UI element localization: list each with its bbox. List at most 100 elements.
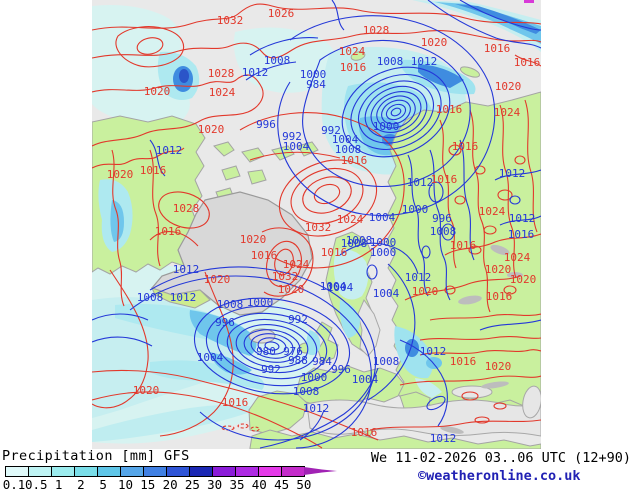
isobar-label: 1016: [341, 154, 368, 167]
legend-title: Precipitation [mm] GFS: [2, 448, 190, 464]
isobar-label: 996: [256, 118, 276, 131]
scale-value: 40: [251, 477, 267, 490]
isobar-label: 1020: [510, 273, 537, 286]
isobar-label: 1020: [421, 36, 448, 49]
isobar-label: 1024: [494, 106, 521, 119]
isobar-label: 1012: [499, 167, 526, 180]
copyright: ©weatheronline.co.uk: [418, 468, 581, 484]
isobar-label: 996: [432, 212, 452, 225]
isobar-label: 1024: [283, 258, 310, 271]
isobar-label: 992: [321, 124, 341, 137]
isobar-label: 1004: [283, 140, 310, 153]
isobar-label: 1000: [402, 203, 429, 216]
isobar-label: 1020: [144, 85, 171, 98]
precipitation-scale: [5, 466, 305, 477]
isobar-label: 1020: [133, 384, 160, 397]
isobar-label: 1004: [369, 211, 396, 224]
scale-value: 5: [99, 477, 107, 490]
isobar-label: 1020: [485, 360, 512, 373]
isobar-label: 976: [283, 345, 303, 358]
isobar-label: 1004: [352, 373, 379, 386]
isobar-label: 1004: [320, 280, 347, 293]
isobar-label: 1016: [452, 140, 479, 153]
scale-value: 45: [274, 477, 290, 490]
isobar-label: 1008: [217, 298, 244, 311]
scale-box: [74, 466, 98, 477]
isobar-label: 992: [282, 130, 302, 143]
scale-box: [212, 466, 236, 477]
isobar-label: 1020: [107, 168, 134, 181]
isobar-label: 1020: [412, 285, 439, 298]
scale-box: [28, 466, 52, 477]
isobar-label: 1020: [485, 263, 512, 276]
isobar-label: 1016: [514, 56, 541, 69]
isobar-label: 996: [215, 316, 235, 329]
isobar-label: 1020: [240, 233, 267, 246]
isobar-label: 980: [256, 345, 276, 358]
isobar-label: 1008: [137, 291, 164, 304]
isobar-label: 1026: [268, 7, 295, 20]
edge-artifact: [524, 0, 534, 3]
red-isobars: [92, 3, 541, 449]
isobar-label: 1024: [337, 213, 364, 226]
isobar-label: 1016: [484, 42, 511, 55]
scale-value: 2: [77, 477, 85, 490]
isobar-label: 1012: [411, 55, 438, 68]
isobar-label: 1028: [208, 67, 235, 80]
scale-value: 15: [140, 477, 156, 490]
scale-box: [258, 466, 282, 477]
isobar-label: 1004: [332, 133, 359, 146]
isobar-label: 1004: [197, 351, 224, 364]
scale-box: [5, 466, 29, 477]
scale-box: [51, 466, 75, 477]
scale-value: 50: [296, 477, 312, 490]
isobar-label: 1016: [450, 239, 477, 252]
scale-box: [281, 466, 305, 477]
isobar-label: 1016: [340, 61, 367, 74]
isobar-label: 1008: [430, 225, 457, 238]
isobar-label: 1016: [321, 246, 348, 259]
greenland: [150, 191, 313, 344]
isobar-label: 1012: [156, 144, 183, 157]
isobar-label: 1012: [173, 263, 200, 276]
isobar-label: 1000: [370, 246, 397, 259]
isobar-label: 1012: [420, 345, 447, 358]
isobar-label: 984: [312, 355, 332, 368]
isobar-label: 1016: [222, 396, 249, 409]
isobar-label: 1024: [479, 205, 506, 218]
isobar-label: 1008: [373, 355, 400, 368]
scale-arrow-icon: [304, 467, 337, 475]
isobar-label: 1024: [504, 251, 531, 264]
blue-isobars: [92, 0, 541, 449]
isobar-label: 1032: [272, 270, 299, 283]
isobar-label: 1016: [155, 225, 182, 238]
scale-box: [120, 466, 144, 477]
isobar-label: 1016: [140, 164, 167, 177]
isobar-label: 992: [261, 363, 281, 376]
isobar-label: 988: [288, 354, 308, 367]
isobar-label: 1012: [170, 291, 197, 304]
scale-value: 1: [54, 477, 63, 490]
scale-value: 30: [207, 477, 223, 490]
isobar-label: 1020: [204, 273, 231, 286]
scale-value: 0.1: [2, 477, 26, 490]
isobar-label: 1004: [327, 281, 354, 294]
scale-value: 35: [229, 477, 245, 490]
isobar-label: 1032: [305, 221, 332, 234]
isobar-label: 1024: [209, 86, 236, 99]
isobar-label: 1008: [341, 237, 368, 250]
isobar-label: 1012: [303, 402, 330, 415]
isobar-label: 1000: [300, 68, 327, 81]
isobar-label: 1020: [198, 123, 225, 136]
scale-value: 10: [117, 477, 134, 490]
isobar-label: 1020: [495, 80, 522, 93]
scale-value: 20: [162, 477, 178, 490]
isobar-label: 1000: [370, 236, 397, 249]
isobar-label: 1000: [247, 296, 274, 309]
isobar-label: 1004: [373, 287, 400, 300]
scale-box: [235, 466, 259, 477]
scale-value: 0.5: [25, 477, 48, 490]
